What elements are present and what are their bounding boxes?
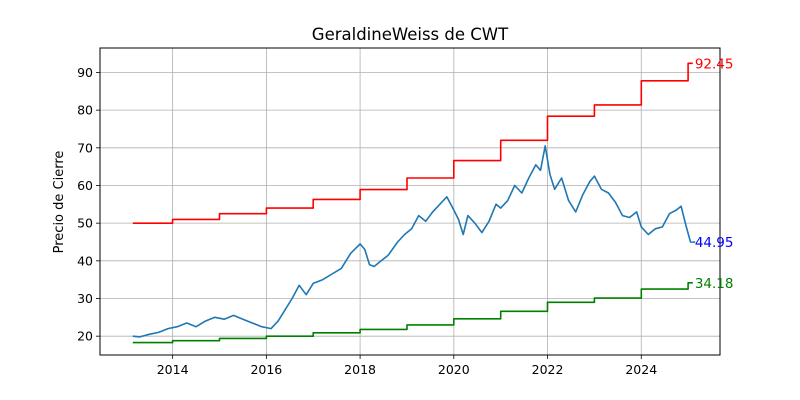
y-tick-label: 70 (77, 140, 93, 155)
x-tick-label: 2018 (344, 362, 376, 377)
x-tick-label: 2024 (625, 362, 657, 377)
x-axis: 2014 2016 2018 2020 2022 2024 (157, 355, 657, 377)
upper-yield-line (132, 62, 693, 224)
y-tick-label: 60 (77, 178, 93, 193)
x-tick-label: 2022 (532, 362, 564, 377)
y-tick-label: 90 (77, 65, 93, 80)
x-tick-label: 2020 (438, 362, 470, 377)
lower-yield-line (132, 281, 693, 344)
price-line (132, 145, 696, 338)
y-tick-label: 20 (77, 329, 93, 344)
y-tick-label: 50 (77, 216, 93, 231)
end-value-label: 44.95 (695, 235, 734, 251)
chart-title: GeraldineWeiss de CWT (312, 25, 509, 44)
y-tick-label: 80 (77, 103, 93, 118)
y-axis: 20 30 40 50 60 70 80 90 (77, 65, 100, 344)
y-tick-label: 40 (77, 253, 93, 268)
y-tick-label: 30 (77, 291, 93, 306)
plot-lines (132, 62, 696, 344)
end-value-label: 92.45 (695, 56, 734, 72)
y-axis-label: Precio de Cierre (52, 151, 67, 254)
end-value-label: 34.18 (695, 276, 734, 292)
end-labels: 92.45 44.95 34.18 (695, 56, 734, 291)
x-tick-label: 2016 (250, 362, 282, 377)
x-tick-label: 2014 (157, 362, 189, 377)
plot-frame (99, 47, 721, 356)
